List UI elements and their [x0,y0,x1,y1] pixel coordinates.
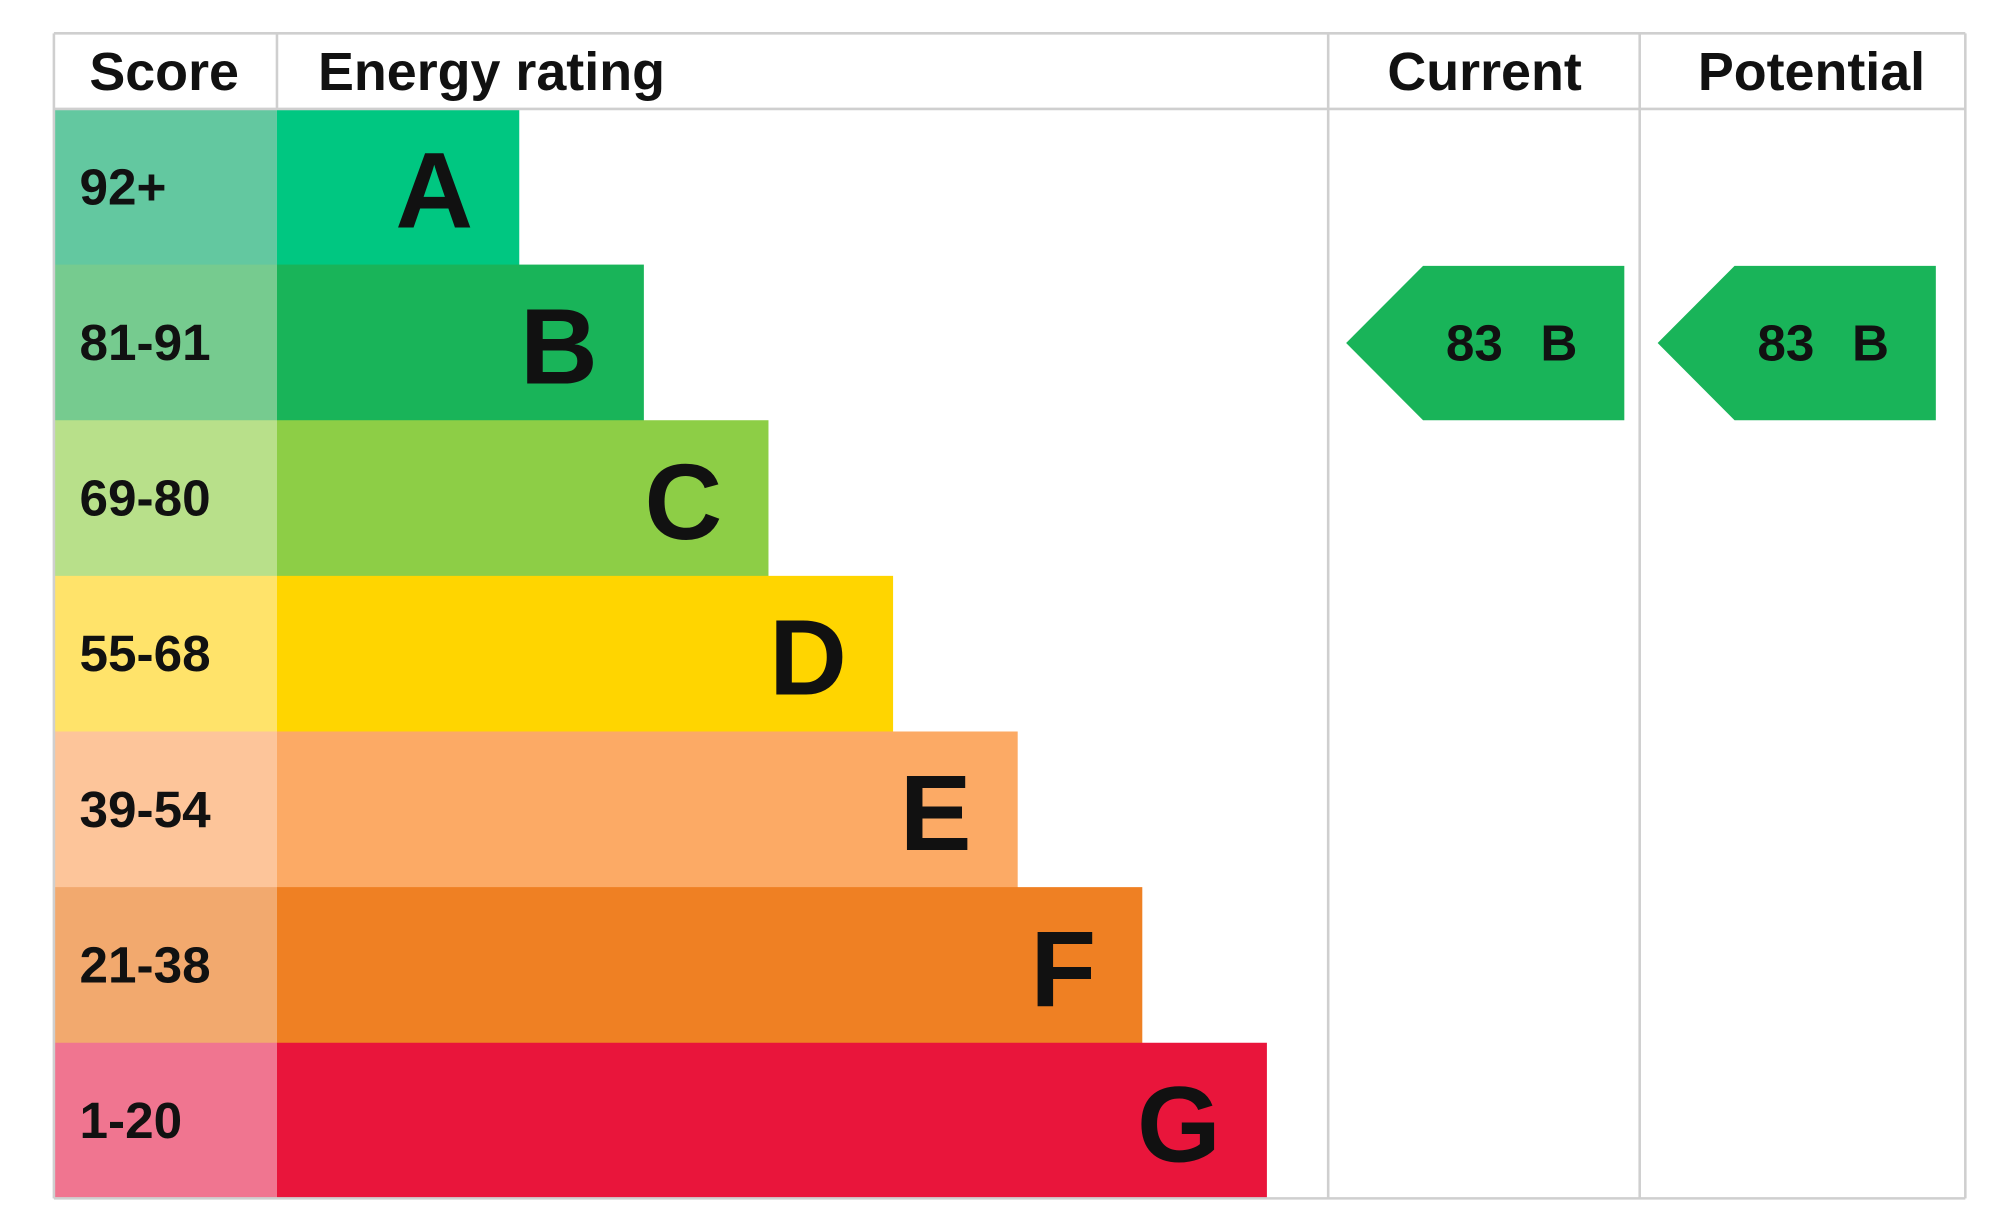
header-current: Current [1387,42,1581,102]
band-letter: E [900,753,972,873]
current-arrow [1346,265,1625,421]
score-label: 55-68 [80,625,211,682]
rating-bar [276,887,1143,1044]
current-value: 83 [1446,315,1503,372]
rating-bar [276,575,894,733]
band-letter: C [645,442,723,562]
score-cell [53,887,277,1044]
score-label: 92+ [80,158,167,215]
potential-band: B [1852,315,1889,372]
band-letter: B [520,286,598,406]
current-band: B [1540,315,1577,372]
score-cell [53,1042,277,1200]
band-letter: G [1137,1064,1221,1184]
potential-arrow [1657,265,1936,421]
rating-bar [276,731,1018,888]
score-cell [53,420,277,577]
score-cell [53,731,277,888]
band-letter: A [395,131,473,251]
rating-bar [276,420,769,577]
rating-bar [276,108,520,266]
rating-bar [276,1042,1267,1200]
score-label: 21-38 [80,936,211,993]
score-label: 81-91 [80,314,211,371]
band-letter: D [769,598,847,718]
header-score: Score [89,42,239,102]
band-letter: F [1030,909,1096,1029]
score-cell [53,264,277,421]
rating-bar [276,264,644,421]
score-label: 39-54 [80,781,212,838]
header-energy-rating: Energy rating [318,42,665,102]
score-cell [53,575,277,733]
potential-value: 83 [1757,315,1814,372]
header-potential: Potential [1698,42,1925,102]
score-label: 1-20 [80,1092,183,1149]
score-label: 69-80 [80,470,211,527]
score-cell [53,108,277,266]
